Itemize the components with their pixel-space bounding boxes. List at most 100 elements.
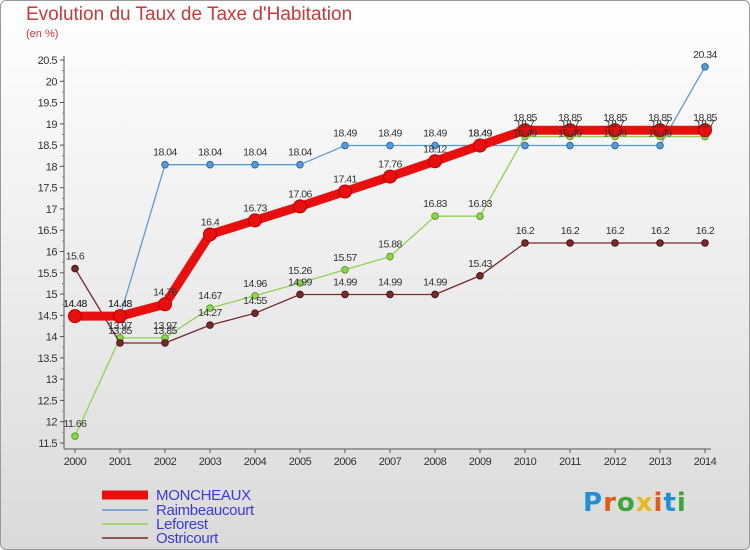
data-label: 16.4 <box>201 216 220 228</box>
data-point <box>701 239 709 247</box>
data-point <box>473 138 487 153</box>
data-point <box>296 160 304 169</box>
data-point <box>698 123 712 138</box>
data-point <box>656 141 664 150</box>
data-point <box>608 123 622 138</box>
data-label: 15.88 <box>378 239 402 251</box>
data-label: 18.7 <box>516 119 535 131</box>
data-label: 14.96 <box>243 278 267 290</box>
data-point <box>338 184 352 199</box>
data-point <box>203 227 217 242</box>
data-point <box>71 432 79 440</box>
data-point <box>296 279 304 287</box>
y-tick-label: 14.5 <box>38 310 58 322</box>
chart-title: Evolution du Taux de Taxe d'Habitation <box>26 4 353 25</box>
data-point <box>113 309 127 324</box>
data-label: 18.04 <box>243 147 267 159</box>
data-label: 16.83 <box>468 198 492 210</box>
legend-item: MONCHEAUX <box>102 487 251 504</box>
data-point <box>476 271 484 280</box>
data-label: 15.43 <box>468 258 492 270</box>
data-point <box>386 252 394 261</box>
y-tick-label: 16 <box>46 247 58 259</box>
data-labels: 14.48 14.48 14.76 16.4 16.73 17.06 17.41 17.76 1… <box>63 49 718 430</box>
y-tick-label: 18.5 <box>38 140 58 152</box>
data-label: 14.99 <box>378 276 402 288</box>
y-tick-label: 15 <box>46 289 58 301</box>
data-label: 14.99 <box>288 276 312 288</box>
logo-letter: i <box>676 488 687 518</box>
data-point <box>116 339 124 347</box>
data-label: 13.85 <box>108 325 132 337</box>
legend-label: Ostricourt <box>156 530 219 547</box>
data-point <box>206 160 214 169</box>
y-tick-label: 18 <box>46 161 58 173</box>
data-point <box>386 141 394 150</box>
data-label: 18.04 <box>288 147 312 159</box>
data-label: 16.2 <box>516 225 535 237</box>
data-point <box>431 212 439 220</box>
y-tick-label: 13 <box>46 374 58 386</box>
series-layer <box>68 63 712 440</box>
data-point <box>161 339 169 347</box>
data-point <box>293 199 307 214</box>
data-point <box>431 141 439 150</box>
data-point <box>206 304 214 312</box>
data-label: 18.49 <box>378 128 402 140</box>
data-point <box>251 291 259 300</box>
proxiti-logo: Proxiti <box>583 488 687 518</box>
x-tick-label: 2008 <box>424 456 447 468</box>
y-tick-label: 17 <box>46 204 58 216</box>
data-point <box>341 141 349 150</box>
data-point <box>656 239 664 247</box>
data-label: 13.85 <box>153 325 177 337</box>
data-label: 17.76 <box>378 159 402 171</box>
x-tick-label: 2010 <box>514 456 537 468</box>
data-point <box>653 123 667 138</box>
y-tick-label: 19.5 <box>38 98 58 110</box>
x-tick-label: 2009 <box>469 456 492 468</box>
logo-letter: x <box>635 488 654 518</box>
series-moncheaux <box>68 123 712 324</box>
data-label: 13.97 <box>108 320 132 332</box>
data-label: 18.49 <box>468 128 492 140</box>
data-point <box>71 264 79 273</box>
data-label: 14.48 <box>63 298 87 310</box>
data-label: 18.04 <box>198 147 222 159</box>
x-tick-label: 2007 <box>379 456 402 468</box>
data-label: 18.49 <box>603 128 627 140</box>
data-point <box>611 239 619 247</box>
data-label: 20.34 <box>693 49 717 61</box>
data-label: 14.99 <box>333 276 357 288</box>
data-label: 16.2 <box>651 225 670 237</box>
data-point <box>158 297 172 312</box>
data-point <box>296 290 304 299</box>
data-label: 14.55 <box>243 295 267 307</box>
data-label: 18.12 <box>423 143 447 155</box>
y-tick-label: 15.5 <box>38 268 58 280</box>
data-label: 18.85 <box>648 112 672 124</box>
data-label: 15.26 <box>288 265 312 277</box>
y-tick-label: 17.5 <box>38 183 58 195</box>
data-label: 14.76 <box>153 286 177 298</box>
data-point <box>251 160 259 169</box>
series-ostricourt <box>71 239 709 347</box>
y-tick-label: 13.5 <box>38 353 58 365</box>
data-point <box>161 160 169 169</box>
x-tick-label: 2002 <box>154 456 177 468</box>
data-label: 16.2 <box>696 225 715 237</box>
data-label: 18.85 <box>558 112 582 124</box>
data-label: 14.27 <box>198 307 222 319</box>
data-label: 16.2 <box>561 225 580 237</box>
y-tick-label: 16.5 <box>38 225 58 237</box>
data-point <box>428 154 442 169</box>
y-tick-label: 12.5 <box>38 395 58 407</box>
y-tick-label: 20 <box>46 76 58 88</box>
data-label: 18.7 <box>561 119 580 131</box>
data-label: 16.73 <box>243 202 267 214</box>
data-label: 18.49 <box>468 128 492 140</box>
data-label: 18.49 <box>648 128 672 140</box>
y-tick-label: 20.5 <box>38 55 58 67</box>
